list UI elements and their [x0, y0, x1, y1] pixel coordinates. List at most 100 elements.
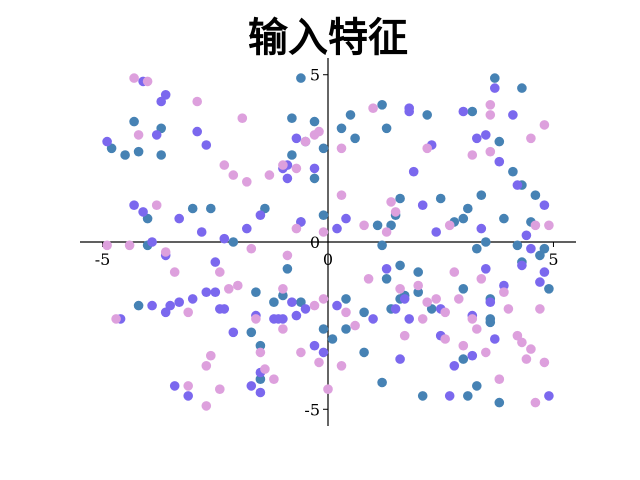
scatter-point	[219, 233, 230, 244]
scatter-point	[242, 223, 252, 234]
scatter-point	[246, 381, 257, 391]
scatter-point	[395, 193, 405, 204]
scatter-point	[219, 304, 230, 314]
scatter-point	[341, 324, 351, 334]
scatter-point	[282, 173, 293, 184]
scatter-point	[431, 227, 442, 237]
scatter-point	[463, 203, 473, 214]
scatter-point	[201, 361, 212, 371]
scatter-point	[201, 287, 212, 298]
scatter-point	[183, 381, 193, 391]
scatter-point	[287, 150, 297, 160]
scatter-point	[544, 391, 554, 401]
scatter-point	[327, 334, 338, 344]
scatter-point	[187, 294, 198, 304]
scatter-point	[350, 320, 360, 331]
scatter-point	[494, 397, 505, 408]
scatter-point	[535, 277, 545, 287]
scatter-point	[490, 73, 500, 83]
scatter-point	[192, 126, 202, 137]
scatter-point	[206, 350, 216, 361]
x-tick-label: -5	[95, 250, 111, 269]
scatter-point	[201, 401, 212, 411]
scatter-point	[512, 180, 523, 190]
scatter-point	[300, 136, 311, 147]
points-group	[102, 73, 554, 411]
scatter-point	[481, 130, 491, 140]
scatter-point	[404, 103, 415, 113]
scatter-point	[422, 143, 433, 154]
scatter-point	[255, 374, 266, 385]
scatter-point	[463, 391, 473, 401]
scatter-point	[440, 334, 451, 344]
scatter-point	[395, 260, 405, 271]
chart-title: 输入特征	[248, 14, 408, 61]
scatter-point	[264, 170, 275, 180]
scatter-point	[296, 347, 306, 358]
scatter-point	[287, 297, 297, 308]
scatter-point	[296, 297, 306, 308]
scatter-point	[485, 110, 496, 120]
scatter-point	[350, 133, 360, 144]
scatter-point	[472, 243, 482, 254]
y-tick-label: 0	[310, 233, 320, 252]
scatter-point	[196, 227, 207, 237]
scatter-point	[485, 146, 496, 157]
scatter-point	[508, 110, 518, 120]
scatter-point	[395, 354, 405, 364]
scatter-point	[151, 200, 162, 210]
scatter-point	[490, 83, 500, 93]
scatter-point	[291, 310, 302, 321]
scatter-point	[494, 374, 505, 385]
scatter-point	[291, 163, 302, 174]
scatter-point	[251, 287, 261, 298]
scatter-point	[309, 173, 320, 184]
scatter-point	[318, 143, 329, 154]
scatter-point	[133, 300, 144, 311]
scatter-point	[147, 237, 157, 247]
scatter-point	[381, 264, 392, 274]
tick-group: -5 0 5 -5 0 5	[95, 66, 559, 420]
scatter-point	[472, 133, 482, 144]
scatter-point	[260, 364, 270, 374]
scatter-point	[472, 324, 482, 334]
scatter-point	[251, 314, 261, 324]
scatter-point	[341, 213, 351, 224]
scatter-point	[521, 230, 532, 241]
scatter-point	[435, 193, 446, 204]
scatter-point	[287, 113, 297, 123]
scatter-point	[481, 237, 491, 247]
scatter-point	[278, 290, 288, 301]
scatter-point	[142, 76, 153, 87]
scatter-point	[485, 317, 496, 328]
scatter-point	[476, 190, 487, 200]
scatter-point	[124, 240, 135, 251]
scatter-point	[228, 327, 239, 338]
scatter-point	[341, 307, 351, 318]
scatter-point	[192, 96, 202, 107]
scatter-point	[395, 284, 405, 294]
scatter-point	[539, 267, 550, 277]
scatter-point	[467, 314, 478, 324]
scatter-point	[309, 300, 320, 311]
scatter-point	[291, 133, 302, 144]
scatter-point	[269, 374, 279, 385]
scatter-point	[521, 354, 532, 364]
scatter-point	[341, 294, 351, 304]
scatter-point	[219, 160, 230, 170]
scatter-point	[417, 200, 428, 210]
scatter-point	[336, 123, 347, 134]
scatter-point	[273, 314, 284, 324]
scatter-point	[160, 307, 171, 318]
scatter-point	[422, 110, 433, 120]
scatter-point	[278, 284, 288, 294]
scatter-point	[399, 330, 410, 341]
scatter-point	[467, 106, 478, 117]
scatter-point	[539, 243, 550, 254]
scatter-point	[485, 100, 496, 110]
scatter-point	[323, 384, 333, 395]
scatter-point	[156, 96, 166, 107]
scatter-point	[530, 220, 541, 231]
scatter-point	[499, 213, 509, 224]
scatter-point	[458, 340, 469, 351]
